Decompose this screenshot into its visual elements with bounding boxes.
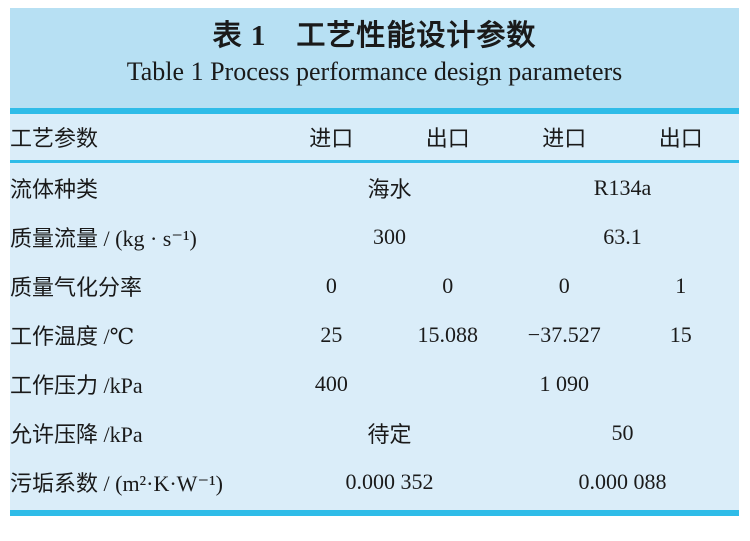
table-row-allowable-pressure-drop: 允许压降 /kPa 待定 50 — [10, 408, 739, 457]
param-label: 污垢系数 / (m²·K·W⁻¹) — [10, 470, 223, 496]
header-cell-outlet-1: 出口 — [389, 114, 507, 163]
header-cell-param: 工艺参数 — [10, 114, 274, 163]
value-cell: 300 — [373, 223, 407, 249]
value-cell: 15.088 — [417, 321, 479, 347]
param-label: 流体种类 — [10, 176, 99, 202]
table-row-fouling-factor: 污垢系数 / (m²·K·W⁻¹) 0.000 352 0.000 088 — [10, 457, 739, 506]
table-caption: 表 1 工艺性能设计参数 Table 1 Process performance… — [10, 8, 739, 108]
value-cell: 50 — [611, 419, 634, 445]
value-cell: 15 — [669, 321, 692, 347]
value-cell: 0 — [325, 272, 337, 298]
table-panel: 表 1 工艺性能设计参数 Table 1 Process performance… — [10, 8, 739, 516]
value-cell: 63.1 — [603, 223, 642, 249]
param-label: 工作压力 /kPa — [10, 372, 143, 398]
value-cell: 海水 — [367, 176, 412, 202]
value-cell: 0.000 088 — [578, 468, 667, 494]
param-label: 质量流量 / (kg · s⁻¹) — [10, 225, 197, 251]
table-row-working-pressure: 工作压力 /kPa 400 1 090 — [10, 359, 739, 408]
top-rule — [10, 108, 739, 114]
table-row-vapor-fraction: 质量气化分率 0 0 0 1 — [10, 261, 739, 310]
value-cell: 1 — [675, 272, 687, 298]
param-label: 工作温度 /℃ — [10, 323, 135, 349]
value-cell: 待定 — [367, 421, 412, 447]
value-cell: 0 — [442, 272, 454, 298]
value-cell: R134a — [593, 174, 652, 200]
table-row-fluid-type: 流体种类 海水 R134a — [10, 162, 739, 213]
value-cell: 400 — [314, 370, 348, 396]
param-label: 允许压降 /kPa — [10, 421, 143, 447]
table-title-english: Table 1 Process performance design param… — [126, 57, 623, 87]
header-cell-inlet-2: 进口 — [506, 114, 623, 163]
value-cell: −37.527 — [527, 321, 601, 347]
table-title-chinese: 表 1 工艺性能设计参数 — [212, 20, 537, 52]
value-cell: 1 090 — [539, 370, 590, 396]
value-cell — [390, 359, 506, 408]
table-header-row: 工艺参数 进口 出口 进口 出口 — [10, 114, 739, 163]
param-label: 质量气化分率 — [10, 274, 143, 300]
value-cell: 0.000 352 — [345, 468, 434, 494]
header-cell-inlet-1: 进口 — [273, 114, 390, 163]
bottom-rule — [10, 510, 739, 516]
value-cell: 0 — [558, 272, 570, 298]
value-cell: 25 — [320, 321, 343, 347]
table-row-working-temperature: 工作温度 /℃ 25 15.088 −37.527 15 — [10, 310, 739, 359]
header-cell-outlet-2: 出口 — [622, 114, 739, 163]
table-body: 工艺参数 进口 出口 进口 出口 流体种类 海水 R134a 质量流量 / (k… — [10, 114, 739, 510]
table-row-mass-flow: 质量流量 / (kg · s⁻¹) 300 63.1 — [10, 212, 739, 261]
parameters-table: 工艺参数 进口 出口 进口 出口 流体种类 海水 R134a 质量流量 / (k… — [10, 114, 739, 506]
value-cell — [622, 359, 739, 408]
